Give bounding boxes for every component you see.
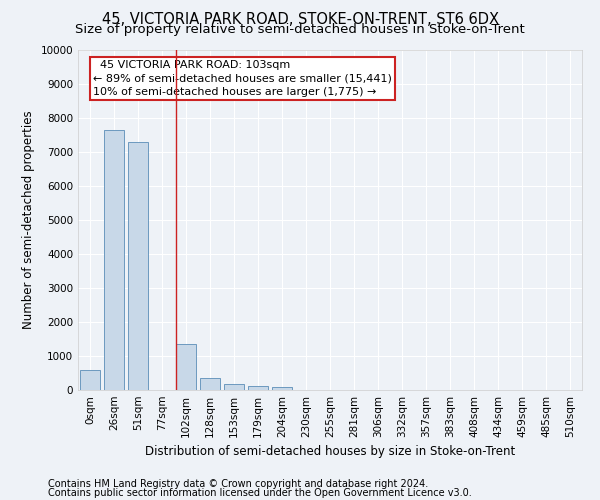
X-axis label: Distribution of semi-detached houses by size in Stoke-on-Trent: Distribution of semi-detached houses by … xyxy=(145,446,515,458)
Text: Contains HM Land Registry data © Crown copyright and database right 2024.: Contains HM Land Registry data © Crown c… xyxy=(48,479,428,489)
Bar xyxy=(272,387,292,390)
Text: Contains public sector information licensed under the Open Government Licence v3: Contains public sector information licen… xyxy=(48,488,472,498)
Y-axis label: Number of semi-detached properties: Number of semi-detached properties xyxy=(22,110,35,330)
Bar xyxy=(128,142,148,390)
Text: 45, VICTORIA PARK ROAD, STOKE-ON-TRENT, ST6 6DX: 45, VICTORIA PARK ROAD, STOKE-ON-TRENT, … xyxy=(101,12,499,28)
Bar xyxy=(200,378,220,390)
Bar xyxy=(104,130,124,390)
Bar xyxy=(248,386,268,390)
Text: 45 VICTORIA PARK ROAD: 103sqm
← 89% of semi-detached houses are smaller (15,441): 45 VICTORIA PARK ROAD: 103sqm ← 89% of s… xyxy=(93,60,392,96)
Bar xyxy=(176,344,196,390)
Bar xyxy=(224,384,244,390)
Text: Size of property relative to semi-detached houses in Stoke-on-Trent: Size of property relative to semi-detach… xyxy=(75,22,525,36)
Bar xyxy=(80,370,100,390)
